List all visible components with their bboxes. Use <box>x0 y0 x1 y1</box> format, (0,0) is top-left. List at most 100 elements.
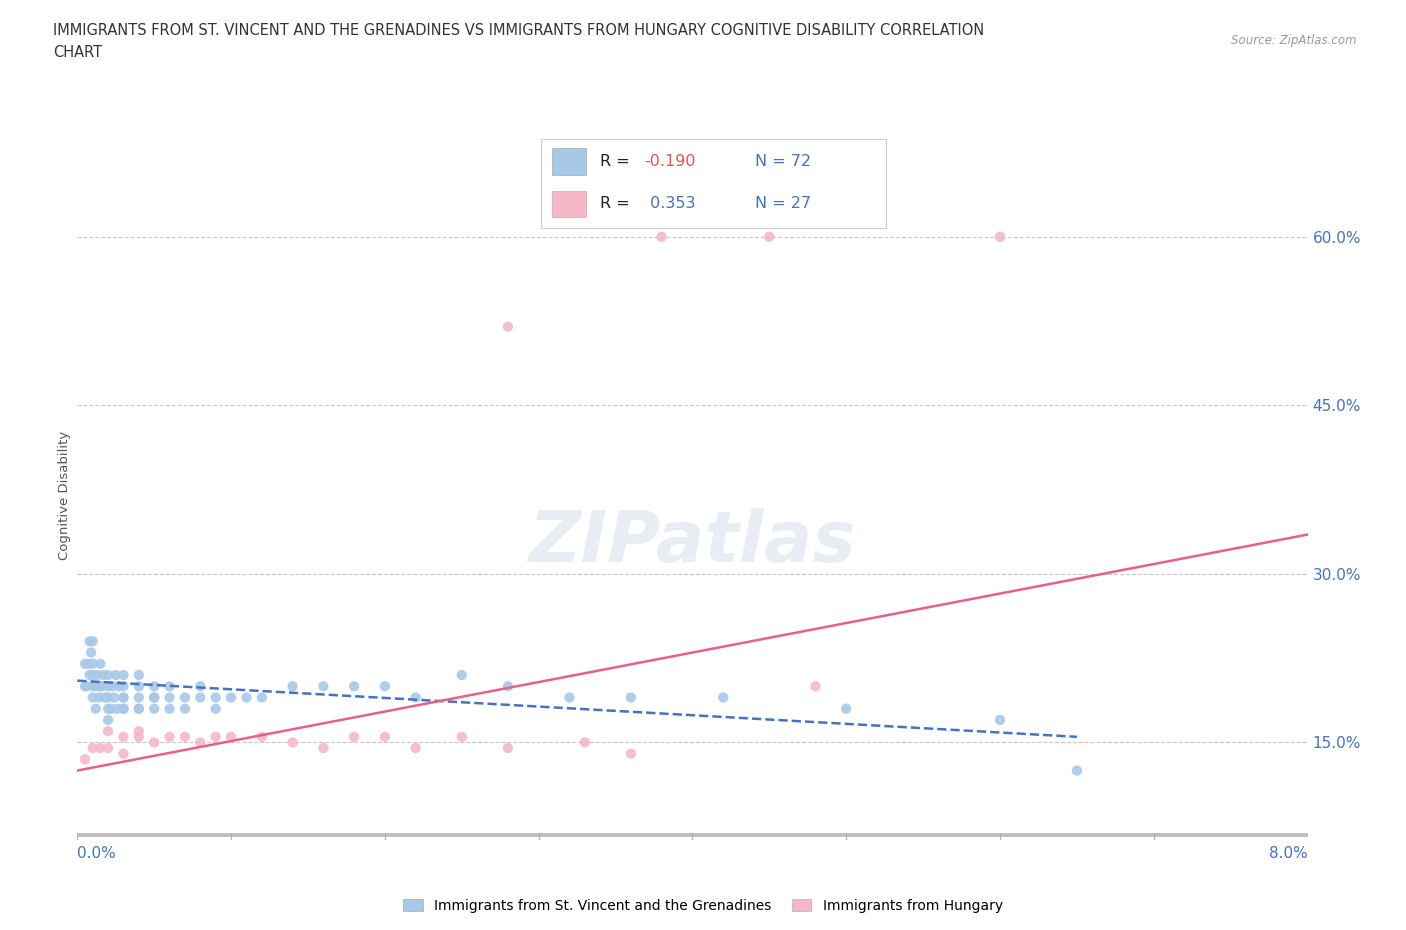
Point <box>143 679 166 694</box>
Text: R =: R = <box>600 153 634 168</box>
Point <box>988 712 1011 727</box>
Legend: Immigrants from St. Vincent and the Grenadines, Immigrants from Hungary: Immigrants from St. Vincent and the Gren… <box>398 894 1008 919</box>
Point <box>343 679 366 694</box>
Point <box>97 701 120 716</box>
Point <box>450 729 472 744</box>
Point <box>620 690 643 705</box>
Point <box>374 679 396 694</box>
Point <box>174 690 197 705</box>
Text: Source: ZipAtlas.com: Source: ZipAtlas.com <box>1232 34 1357 47</box>
Point <box>89 657 111 671</box>
Text: 0.0%: 0.0% <box>77 846 117 861</box>
Text: -0.190: -0.190 <box>645 153 696 168</box>
Point <box>190 735 212 750</box>
Bar <box>551 191 586 218</box>
Point <box>281 679 304 694</box>
Point <box>103 690 125 705</box>
Point <box>101 679 124 694</box>
Point <box>159 690 181 705</box>
Point <box>558 690 581 705</box>
Point <box>804 679 827 694</box>
Point <box>112 679 135 694</box>
Point <box>405 690 427 705</box>
Point <box>112 701 135 716</box>
Point <box>82 740 104 755</box>
Point <box>405 740 427 755</box>
Point <box>97 668 120 683</box>
Point <box>219 729 242 744</box>
Point <box>82 634 104 649</box>
Point <box>174 729 197 744</box>
Point <box>835 701 858 716</box>
Point <box>82 668 104 683</box>
Point <box>112 729 135 744</box>
Point <box>73 657 96 671</box>
Point <box>93 668 115 683</box>
Point <box>250 729 273 744</box>
Point <box>711 690 734 705</box>
Point <box>86 668 108 683</box>
Point <box>159 679 181 694</box>
Point <box>112 668 135 683</box>
Point <box>97 679 120 694</box>
Point <box>204 690 226 705</box>
Point <box>190 679 212 694</box>
Point <box>143 701 166 716</box>
Point <box>143 690 166 705</box>
Point <box>312 740 335 755</box>
Point <box>112 746 135 761</box>
Point <box>159 701 181 716</box>
Point <box>80 645 103 660</box>
Point <box>190 690 212 705</box>
Point <box>82 690 104 705</box>
Point <box>89 740 111 755</box>
Point <box>174 701 197 716</box>
Point <box>758 230 780 245</box>
Point <box>77 657 100 671</box>
Point <box>79 634 101 649</box>
Point <box>219 690 242 705</box>
Point <box>84 701 107 716</box>
Point <box>374 729 396 744</box>
Point <box>620 746 643 761</box>
Point <box>128 701 150 716</box>
Point <box>90 679 114 694</box>
Point <box>94 690 117 705</box>
Point <box>89 679 111 694</box>
Point <box>82 657 104 671</box>
Point <box>343 729 366 744</box>
Point <box>104 668 127 683</box>
Bar <box>551 149 586 175</box>
Text: 0.353: 0.353 <box>645 196 695 211</box>
Point <box>1066 764 1088 778</box>
Text: ZIPatlas: ZIPatlas <box>529 508 856 577</box>
Point <box>73 751 96 766</box>
Point <box>988 230 1011 245</box>
Point <box>128 690 150 705</box>
Point <box>100 701 122 716</box>
Point <box>97 712 120 727</box>
Point <box>235 690 257 705</box>
Point <box>73 679 96 694</box>
Point <box>204 729 226 744</box>
Y-axis label: Cognitive Disability: Cognitive Disability <box>58 431 70 560</box>
Point <box>128 679 150 694</box>
Point <box>496 740 519 755</box>
Text: IMMIGRANTS FROM ST. VINCENT AND THE GRENADINES VS IMMIGRANTS FROM HUNGARY COGNIT: IMMIGRANTS FROM ST. VINCENT AND THE GREN… <box>53 23 984 38</box>
Point <box>128 724 150 738</box>
Point <box>574 735 596 750</box>
Point <box>84 679 107 694</box>
Text: N = 27: N = 27 <box>755 196 811 211</box>
Point <box>112 701 135 716</box>
Point <box>87 690 110 705</box>
Point <box>105 701 128 716</box>
Point <box>651 230 673 245</box>
Point <box>450 668 472 683</box>
Point <box>143 690 166 705</box>
Point <box>76 679 98 694</box>
Point <box>97 740 120 755</box>
Point <box>112 690 135 705</box>
Point <box>204 701 226 716</box>
Point <box>312 679 335 694</box>
Point <box>82 679 104 694</box>
